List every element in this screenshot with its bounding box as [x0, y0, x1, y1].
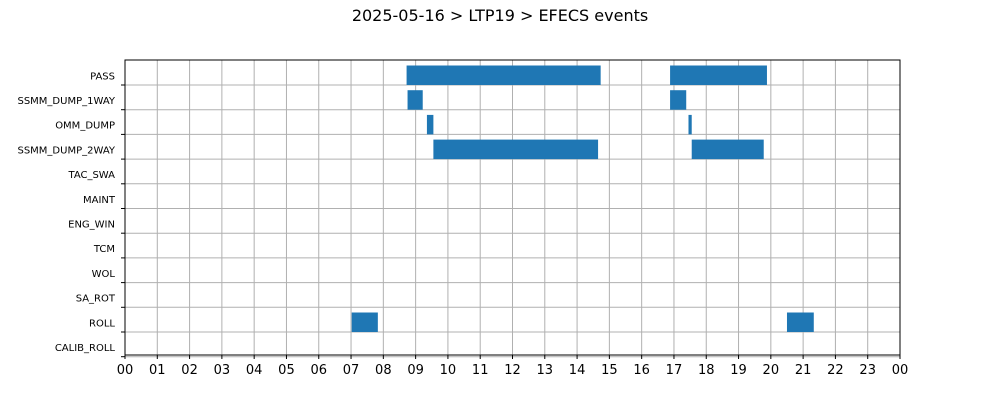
- x-tick-label: 06: [310, 363, 327, 378]
- y-tick-label: SSMM_DUMP_2WAY: [17, 145, 115, 156]
- event-bar: [688, 114, 692, 135]
- y-tick-label: CALIB_ROLL: [55, 343, 116, 354]
- plot-frame: [124, 59, 901, 356]
- x-tick-label: 22: [827, 363, 844, 378]
- event-bar: [406, 65, 601, 85]
- event-bar: [407, 90, 423, 110]
- x-tick-label: 00: [117, 363, 134, 378]
- y-tick-label: TAC_SWA: [67, 170, 115, 181]
- x-tick-label: 12: [504, 363, 521, 378]
- x-tick-label: 16: [633, 363, 650, 378]
- y-tick-label: MAINT: [83, 195, 116, 206]
- x-tick-label: 11: [472, 363, 489, 378]
- x-tick-label: 15: [601, 363, 618, 378]
- event-bar: [786, 312, 814, 332]
- x-tick-label: 03: [214, 363, 231, 378]
- event-bars: [351, 65, 814, 332]
- x-tick-label: 05: [278, 363, 295, 378]
- x-tick-label: 13: [537, 363, 554, 378]
- x-tick-label: 02: [181, 363, 198, 378]
- y-tick-label: TCM: [93, 244, 115, 255]
- x-tick-label: 19: [730, 363, 747, 378]
- event-bar: [351, 312, 378, 332]
- x-tick-label: 00: [892, 363, 909, 378]
- y-tick-label: ROLL: [89, 318, 115, 329]
- x-axis-labels: 00 01 02 03 04 05 06 07 08 09 10 11 12 13 14 15 16 17 18 19…: [117, 355, 909, 378]
- event-bar: [426, 114, 434, 135]
- x-tick-label: 14: [569, 363, 586, 378]
- x-tick-label: 20: [763, 363, 780, 378]
- event-bar: [691, 139, 764, 160]
- x-tick-label: 04: [246, 363, 263, 378]
- x-tick-label: 21: [795, 363, 812, 378]
- y-tick-label: PASS: [90, 71, 115, 82]
- x-tick-label: 07: [343, 363, 360, 378]
- x-tick-label: 10: [440, 363, 457, 378]
- x-tick-label: 09: [407, 363, 424, 378]
- y-axis-labels: PASS SSMM_DUMP_1WAY OMM_DUMP SSMM_DUMP_2WAY…: [17, 71, 125, 358]
- event-bar: [433, 139, 599, 160]
- x-tick-label: 01: [149, 363, 166, 378]
- y-tick-label: SSMM_DUMP_1WAY: [17, 96, 115, 107]
- y-tick-label: ENG_WIN: [68, 219, 115, 230]
- x-tick-label: 17: [666, 363, 683, 378]
- event-bar: [670, 65, 767, 85]
- x-tick-label: 23: [859, 363, 876, 378]
- y-tick-label: WOL: [92, 269, 116, 280]
- y-tick-label: SA_ROT: [76, 294, 116, 305]
- x-tick-label: 08: [375, 363, 392, 378]
- grid-lines: [124, 60, 901, 358]
- x-tick-label: 18: [698, 363, 715, 378]
- chart-title: 2025-05-16 > LTP19 > EFECS events: [351, 6, 649, 25]
- event-bar: [670, 90, 687, 110]
- y-tick-label: OMM_DUMP: [55, 121, 115, 132]
